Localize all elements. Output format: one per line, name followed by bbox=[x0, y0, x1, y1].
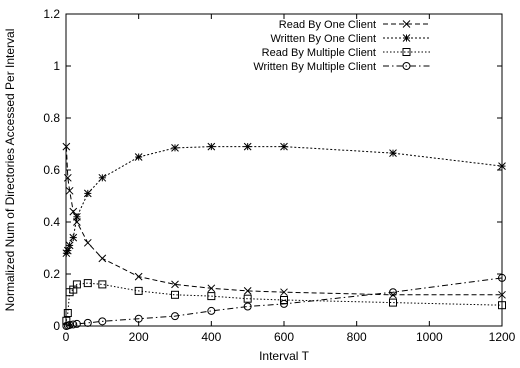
data-point bbox=[207, 142, 216, 151]
data-point bbox=[207, 284, 216, 293]
data-point bbox=[72, 319, 81, 328]
x-tick-label: 400 bbox=[201, 330, 221, 344]
data-point bbox=[69, 320, 78, 329]
series-square bbox=[62, 279, 506, 325]
data-point bbox=[389, 298, 397, 307]
data-point bbox=[63, 173, 72, 182]
data-point bbox=[280, 142, 288, 151]
y-tick-label: 1 bbox=[53, 59, 60, 73]
data-point bbox=[73, 212, 81, 221]
legend-item: Read By One Client bbox=[279, 19, 430, 31]
legend-label: Read By Multiple Client bbox=[262, 47, 376, 59]
legend: Read By One Client Written By One Client R… bbox=[253, 19, 430, 73]
x-axis-title: Interval T bbox=[259, 349, 309, 363]
data-point bbox=[389, 288, 397, 297]
data-point bbox=[171, 144, 179, 152]
data-point bbox=[171, 312, 179, 321]
series-layer bbox=[62, 142, 506, 330]
data-point bbox=[69, 233, 78, 242]
data-point bbox=[207, 292, 216, 301]
data-point bbox=[134, 153, 143, 161]
series-asterisk bbox=[62, 142, 506, 258]
data-point bbox=[69, 207, 78, 216]
series-line bbox=[66, 277, 503, 327]
x-tick-label: 1200 bbox=[489, 330, 516, 344]
data-point bbox=[134, 272, 143, 281]
data-point bbox=[243, 142, 252, 151]
data-point bbox=[98, 173, 107, 182]
data-point bbox=[243, 287, 252, 295]
legend-item: Written By Multiple Client bbox=[253, 61, 430, 73]
data-point bbox=[63, 309, 72, 317]
data-point bbox=[280, 299, 288, 308]
y-tick-label: 0.8 bbox=[43, 111, 60, 125]
series-line bbox=[65, 146, 502, 296]
legend-marker bbox=[402, 20, 411, 28]
legend-marker bbox=[402, 48, 411, 56]
legend-label: Written By One Client bbox=[270, 33, 376, 45]
x-tick-label: 600 bbox=[274, 330, 294, 344]
data-point bbox=[83, 189, 92, 198]
y-tick-label: 0.2 bbox=[43, 267, 60, 281]
y-tick-label: 0.4 bbox=[43, 215, 60, 229]
data-point bbox=[171, 280, 179, 289]
x-tick-label: 1000 bbox=[416, 330, 443, 344]
y-tick-label: 0.6 bbox=[43, 163, 60, 177]
legend-label: Written By Multiple Client bbox=[253, 61, 376, 73]
x-tick-label: 800 bbox=[347, 330, 367, 344]
data-point bbox=[98, 254, 107, 263]
data-point bbox=[389, 149, 397, 157]
series-line bbox=[65, 282, 503, 321]
data-point bbox=[83, 279, 92, 288]
y-tick-label: 1.2 bbox=[43, 7, 60, 21]
data-point bbox=[65, 241, 74, 250]
data-point bbox=[83, 238, 92, 247]
y-tick-label: 0 bbox=[53, 319, 60, 333]
legend-marker bbox=[402, 34, 411, 42]
data-point bbox=[63, 246, 72, 255]
x-tick-label: 0 bbox=[63, 330, 70, 344]
data-point bbox=[65, 186, 74, 195]
data-point bbox=[134, 286, 143, 295]
data-point bbox=[243, 302, 252, 311]
series-line bbox=[65, 146, 503, 254]
data-point bbox=[98, 280, 107, 289]
data-point bbox=[207, 306, 216, 315]
data-point bbox=[98, 317, 107, 326]
data-point bbox=[243, 294, 252, 303]
legend-item: Read By Multiple Client bbox=[262, 47, 430, 59]
x-tick-label: 200 bbox=[129, 330, 149, 344]
legend-marker bbox=[402, 62, 411, 70]
ticks-layer: 0 200 400 600 800 1000 1200 0 0.2 0.4 0.6 0.8 1 1.2 bbox=[43, 7, 515, 344]
data-point bbox=[280, 288, 288, 297]
data-point bbox=[171, 290, 179, 299]
legend-item: Written By One Client bbox=[270, 33, 430, 45]
y-axis-title: Normalized Num of Directories Accessed P… bbox=[3, 29, 17, 312]
series-x bbox=[62, 142, 506, 299]
data-point bbox=[72, 280, 81, 289]
legend-label: Read By One Client bbox=[279, 19, 376, 31]
